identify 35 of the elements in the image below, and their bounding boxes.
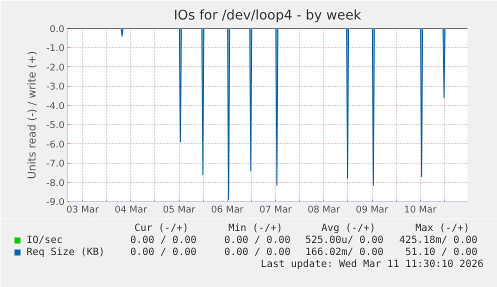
text: 425.18m/ 0.00 — [399, 235, 478, 246]
text: Cur (-/+) — [134, 223, 189, 234]
chart-title: IOs for /dev/loop4 - by week — [174, 8, 362, 24]
text: Avg (-/+) — [321, 223, 376, 234]
text: 525.00u/ 0.00 — [305, 235, 384, 246]
x-tick-label: 06 Mar — [211, 204, 244, 216]
text: 166.02m/ 0.00 — [305, 247, 384, 258]
text: 0.00 / 0.00 — [224, 235, 291, 246]
x-tick-label: 10 Mar — [404, 204, 437, 216]
x-tick-label: 03 Mar — [66, 204, 99, 216]
y-axis-title: Units read (-) / write (+) — [25, 51, 38, 179]
x-tick-label: 08 Mar — [308, 204, 340, 216]
legend-label: IO/sec — [26, 235, 63, 246]
y-tick-label: -7.0 — [46, 158, 65, 170]
text: 0.00 / 0.00 — [130, 235, 197, 246]
text: 51.10 / 0.00 — [405, 247, 478, 258]
y-tick-label: -1.0 — [46, 43, 65, 54]
y-tick-label: -9.0 — [46, 197, 65, 208]
y-tick-label: -6.0 — [46, 139, 65, 150]
y-tick-label: 0.0 — [50, 24, 65, 35]
legend-label: Req Size (KB) — [26, 247, 105, 258]
text: Last update: Wed Mar 11 11:30:10 2026 — [260, 259, 484, 270]
text: 0.00 / 0.00 — [130, 247, 197, 258]
text: Max (-/+) — [415, 223, 470, 234]
text: 0.00 / 0.00 — [224, 247, 291, 258]
x-tick-label: 05 Mar — [162, 204, 196, 216]
text: Min (-/+) — [228, 223, 283, 234]
y-tick-label: -5.0 — [46, 120, 65, 132]
y-tick-label: -2.0 — [46, 62, 65, 74]
y-tick-label: -4.0 — [46, 100, 65, 112]
y-tick-label: -3.0 — [46, 82, 65, 93]
y-tick-label: -8.0 — [46, 178, 65, 189]
x-tick-label: 09 Mar — [356, 204, 388, 216]
x-tick-label: 04 Mar — [114, 204, 148, 216]
x-tick-label: 07 Mar — [259, 204, 292, 216]
